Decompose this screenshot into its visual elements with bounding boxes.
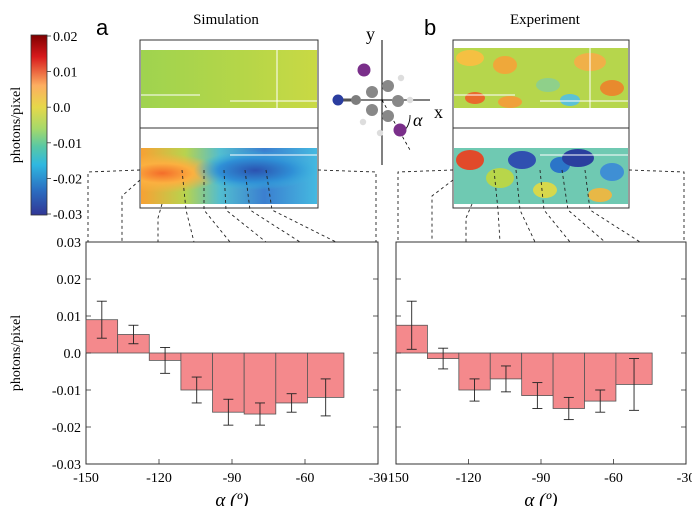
y-tick-label: 0.03 bbox=[57, 236, 82, 251]
colorbar-tick-label: -0.01 bbox=[53, 137, 82, 152]
colorbar bbox=[30, 34, 48, 216]
x-tick-label: -120 bbox=[456, 471, 482, 486]
y-tick-label: 0.0 bbox=[64, 347, 82, 362]
y-tick-label: -0.01 bbox=[52, 384, 81, 399]
x-tick-label: -150 bbox=[383, 471, 409, 486]
angle-guide-line bbox=[465, 203, 473, 242]
y-tick-label: -0.02 bbox=[52, 421, 81, 436]
colorbar-tick-label: 0.0 bbox=[53, 101, 71, 116]
x-tick-label: -90 bbox=[532, 471, 551, 486]
x-tick-label: -30 bbox=[677, 471, 692, 486]
angle-guide-line bbox=[628, 169, 685, 242]
angle-guide-line bbox=[244, 169, 301, 243]
colorbar-ticks: 0.02 0.01 0.0 -0.01 -0.02 -0.03 bbox=[47, 30, 82, 223]
x-tick-label: -150 bbox=[73, 471, 99, 486]
bar-chart-d: -150 -120 -90 -60 -30 α (º) bbox=[383, 241, 692, 506]
angle-guide-line bbox=[157, 203, 163, 242]
y-axis-label: photons/pixel bbox=[9, 315, 24, 391]
angle-guide-line bbox=[317, 169, 377, 242]
x-tick-label: -60 bbox=[604, 471, 623, 486]
colorbar-tick-label: -0.02 bbox=[53, 172, 82, 187]
colorbar-label: photons/pixel bbox=[9, 87, 24, 163]
angle-guide-line bbox=[397, 169, 454, 242]
angle-guide-line bbox=[223, 169, 267, 243]
angle-guide-line bbox=[265, 169, 337, 243]
x-axis-label: α (º) bbox=[524, 490, 557, 506]
angle-guide-line bbox=[203, 170, 231, 243]
angle-guide-line bbox=[181, 169, 195, 243]
axis-y-label: y bbox=[366, 24, 375, 44]
molecule: y x α bbox=[332, 24, 443, 165]
angle-guide-line bbox=[121, 179, 141, 242]
angle-guide-line bbox=[515, 169, 536, 243]
angle-guide-lines bbox=[87, 169, 685, 243]
x-tick-label: -90 bbox=[223, 471, 242, 486]
alpha-label: α bbox=[413, 110, 423, 130]
title-simulation: Simulation bbox=[193, 12, 259, 28]
angle-guide-line bbox=[493, 169, 501, 243]
simulation-image bbox=[139, 39, 319, 209]
angle-guide-line bbox=[584, 169, 641, 243]
y-tick-label: 0.01 bbox=[57, 310, 82, 325]
x-tick-label: -60 bbox=[296, 471, 315, 486]
angle-guide-line bbox=[561, 169, 606, 243]
panel-label-b: b bbox=[424, 15, 436, 40]
colorbar-tick-label: -0.03 bbox=[53, 208, 82, 223]
x-axis-label: α (º) bbox=[215, 490, 248, 506]
colorbar-tick-label: 0.02 bbox=[53, 30, 78, 45]
y-tick-label: -0.03 bbox=[52, 458, 81, 473]
title-experiment: Experiment bbox=[510, 12, 581, 28]
angle-guide-line bbox=[431, 179, 454, 242]
colorbar-tick-label: 0.01 bbox=[53, 66, 78, 81]
angle-guide-line bbox=[539, 169, 571, 243]
y-tick-label: 0.02 bbox=[57, 273, 82, 288]
axis-x-label: x bbox=[434, 102, 443, 122]
x-tick-label: -30 bbox=[369, 471, 388, 486]
bar-chart-c: 0.03 0.02 0.01 0.0 -0.01 -0.02 -0.03-150 -120 -9… bbox=[9, 236, 387, 506]
panel-label-a: a bbox=[96, 15, 109, 40]
x-tick-label: -120 bbox=[146, 471, 172, 486]
angle-guide-line bbox=[87, 169, 141, 242]
